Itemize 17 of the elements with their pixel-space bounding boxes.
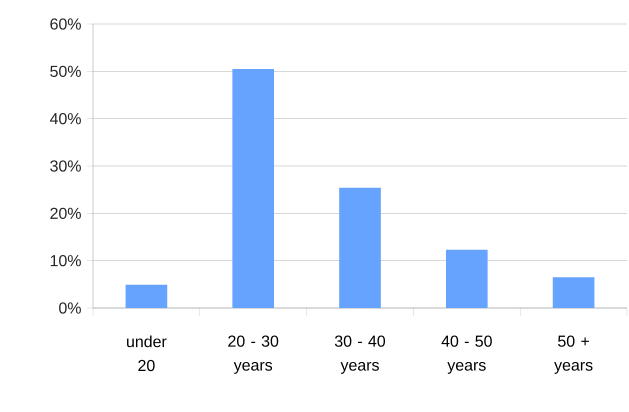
bar [339, 188, 381, 308]
y-tick-label: 10% [50, 255, 81, 266]
x-tick-label: 20 - 30 years [228, 336, 278, 374]
bar [446, 250, 488, 308]
x-tick-label: under 20 [127, 336, 167, 372]
y-tick-label: 60% [50, 18, 81, 30]
x-tick-label: 50 + years [554, 336, 593, 374]
x-tick-label: 40 - 50 years [441, 336, 492, 374]
bar [126, 284, 168, 308]
y-tick-label: 30% [50, 160, 81, 172]
y-tick-label: 50% [50, 66, 81, 77]
x-tick-label: 30 - 40 years [334, 336, 386, 374]
bar [552, 277, 594, 308]
y-tick-label: 0% [59, 302, 81, 314]
y-tick-label: 40% [50, 113, 81, 124]
y-tick-label: 20% [50, 208, 81, 219]
bar [232, 68, 274, 308]
